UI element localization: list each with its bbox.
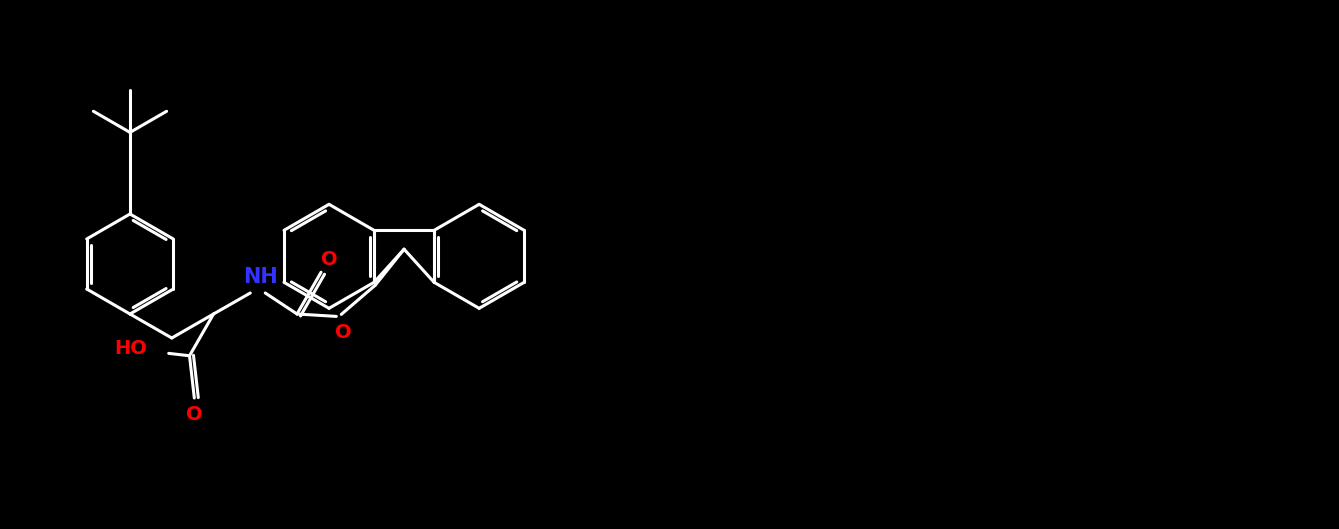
Text: O: O [335, 323, 352, 342]
Text: O: O [321, 250, 337, 269]
Text: NH: NH [242, 267, 277, 287]
Text: O: O [186, 405, 202, 424]
Text: HO: HO [114, 339, 147, 358]
